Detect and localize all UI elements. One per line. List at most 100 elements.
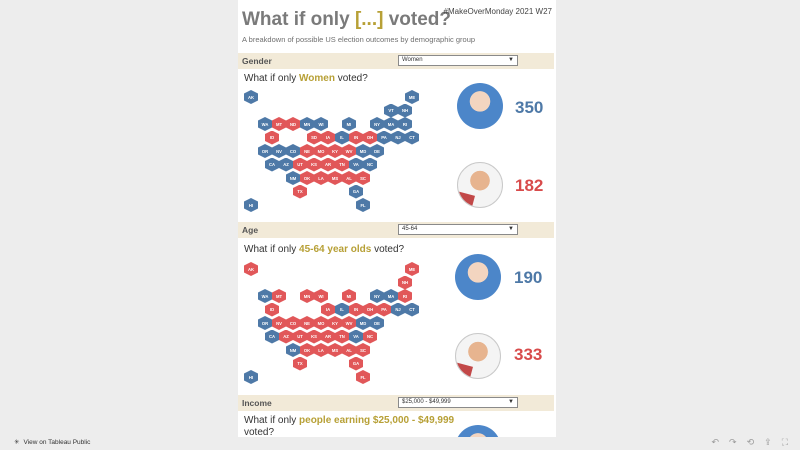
tableau-public-link[interactable]: ✳ View on Tableau Public: [14, 438, 90, 447]
state-hex-nm[interactable]: NM: [286, 171, 300, 185]
state-hex-ia[interactable]: IA: [321, 302, 335, 317]
state-hex-ne[interactable]: NE: [300, 144, 314, 158]
state-hex-ut[interactable]: UT: [293, 157, 307, 172]
state-hex-ok[interactable]: OK: [300, 171, 314, 185]
state-hex-id[interactable]: ID: [265, 130, 279, 145]
state-hex-me[interactable]: ME: [405, 262, 419, 276]
state-hex-ak[interactable]: AK: [244, 90, 258, 104]
state-hex-ky[interactable]: KY: [328, 316, 342, 330]
state-hex-md[interactable]: MD: [356, 144, 370, 158]
state-hex-fl[interactable]: FL: [356, 198, 370, 212]
state-hex-oh[interactable]: OH: [363, 302, 377, 317]
state-hex-wa[interactable]: WA: [258, 289, 272, 303]
state-hex-pa[interactable]: PA: [377, 302, 391, 317]
state-hex-wv[interactable]: WV: [342, 144, 356, 158]
state-hex-ny[interactable]: NY: [370, 117, 384, 131]
state-hex-nv[interactable]: NV: [272, 144, 286, 158]
fullscreen-icon[interactable]: ⛶: [781, 437, 788, 447]
state-hex-ma[interactable]: MA: [384, 289, 398, 303]
revert-icon[interactable]: ⟲: [746, 437, 755, 447]
state-hex-ks[interactable]: KS: [307, 329, 321, 344]
state-hex-co[interactable]: CO: [286, 316, 300, 330]
state-hex-wi[interactable]: WI: [314, 289, 328, 303]
state-hex-az[interactable]: AZ: [279, 157, 293, 172]
state-hex-ga[interactable]: GA: [349, 184, 363, 199]
state-hex-sc[interactable]: SC: [356, 171, 370, 185]
state-hex-az[interactable]: AZ: [279, 329, 293, 344]
state-hex-nj[interactable]: NJ: [391, 302, 405, 317]
state-hex-nd[interactable]: ND: [286, 117, 300, 131]
state-hex-hi[interactable]: HI: [244, 370, 258, 384]
state-hex-hi[interactable]: HI: [244, 198, 258, 212]
state-hex-or[interactable]: OR: [258, 316, 272, 330]
state-hex-al[interactable]: AL: [342, 343, 356, 357]
state-hex-de[interactable]: DE: [370, 144, 384, 158]
state-hex-ky[interactable]: KY: [328, 144, 342, 158]
state-hex-tx[interactable]: TX: [293, 356, 307, 371]
state-hex-ri[interactable]: RI: [398, 289, 412, 303]
state-hex-nm[interactable]: NM: [286, 343, 300, 357]
state-hex-oh[interactable]: OH: [363, 130, 377, 145]
state-hex-in[interactable]: IN: [349, 130, 363, 145]
state-hex-nh[interactable]: NH: [398, 103, 412, 118]
state-hex-sc[interactable]: SC: [356, 343, 370, 357]
state-hex-nc[interactable]: NC: [363, 157, 377, 172]
state-hex-il[interactable]: IL: [335, 302, 349, 317]
state-hex-mo[interactable]: MO: [314, 316, 328, 330]
state-hex-co[interactable]: CO: [286, 144, 300, 158]
state-hex-ia[interactable]: IA: [321, 130, 335, 145]
income-dropdown[interactable]: $25,000 - $49,999 ▼: [398, 397, 518, 408]
state-hex-ut[interactable]: UT: [293, 329, 307, 344]
state-hex-tn[interactable]: TN: [335, 157, 349, 172]
state-hex-mi[interactable]: MI: [342, 117, 356, 131]
state-hex-or[interactable]: OR: [258, 144, 272, 158]
state-hex-wi[interactable]: WI: [314, 117, 328, 131]
state-hex-mn[interactable]: MN: [300, 289, 314, 303]
state-hex-mn[interactable]: MN: [300, 117, 314, 131]
state-hex-ca[interactable]: CA: [265, 157, 279, 172]
state-hex-ok[interactable]: OK: [300, 343, 314, 357]
state-hex-va[interactable]: VA: [349, 157, 363, 172]
share-icon[interactable]: ⇪: [764, 437, 772, 447]
state-hex-nc[interactable]: NC: [363, 329, 377, 344]
gender-dropdown[interactable]: Women ▼: [398, 55, 518, 66]
redo-icon[interactable]: ↷: [729, 437, 737, 447]
state-hex-ar[interactable]: AR: [321, 157, 335, 172]
state-hex-la[interactable]: LA: [314, 343, 328, 357]
state-hex-ny[interactable]: NY: [370, 289, 384, 303]
state-hex-wv[interactable]: WV: [342, 316, 356, 330]
state-hex-in[interactable]: IN: [349, 302, 363, 317]
state-hex-nh[interactable]: NH: [398, 275, 412, 290]
state-hex-md[interactable]: MD: [356, 316, 370, 330]
state-hex-de[interactable]: DE: [370, 316, 384, 330]
state-hex-mt[interactable]: MT: [272, 117, 286, 131]
state-hex-al[interactable]: AL: [342, 171, 356, 185]
age-dropdown[interactable]: 45-64 ▼: [398, 224, 518, 235]
state-hex-la[interactable]: LA: [314, 171, 328, 185]
state-hex-sd[interactable]: SD: [307, 130, 321, 145]
state-hex-me[interactable]: ME: [405, 90, 419, 104]
state-hex-pa[interactable]: PA: [377, 130, 391, 145]
state-hex-wa[interactable]: WA: [258, 117, 272, 131]
state-hex-nj[interactable]: NJ: [391, 130, 405, 145]
state-hex-mt[interactable]: MT: [272, 289, 286, 303]
state-hex-va[interactable]: VA: [349, 329, 363, 344]
state-hex-ak[interactable]: AK: [244, 262, 258, 276]
state-hex-ma[interactable]: MA: [384, 117, 398, 131]
state-hex-ne[interactable]: NE: [300, 316, 314, 330]
state-hex-mi[interactable]: MI: [342, 289, 356, 303]
state-hex-ms[interactable]: MS: [328, 343, 342, 357]
state-hex-ga[interactable]: GA: [349, 356, 363, 371]
state-hex-id[interactable]: ID: [265, 302, 279, 317]
state-hex-nv[interactable]: NV: [272, 316, 286, 330]
state-hex-mo[interactable]: MO: [314, 144, 328, 158]
state-hex-ar[interactable]: AR: [321, 329, 335, 344]
state-hex-ks[interactable]: KS: [307, 157, 321, 172]
state-hex-ca[interactable]: CA: [265, 329, 279, 344]
state-hex-tn[interactable]: TN: [335, 329, 349, 344]
undo-icon[interactable]: ↶: [711, 437, 720, 447]
state-hex-fl[interactable]: FL: [356, 370, 370, 384]
state-hex-tx[interactable]: TX: [293, 184, 307, 199]
state-hex-ct[interactable]: CT: [405, 130, 419, 145]
state-hex-ct[interactable]: CT: [405, 302, 419, 317]
